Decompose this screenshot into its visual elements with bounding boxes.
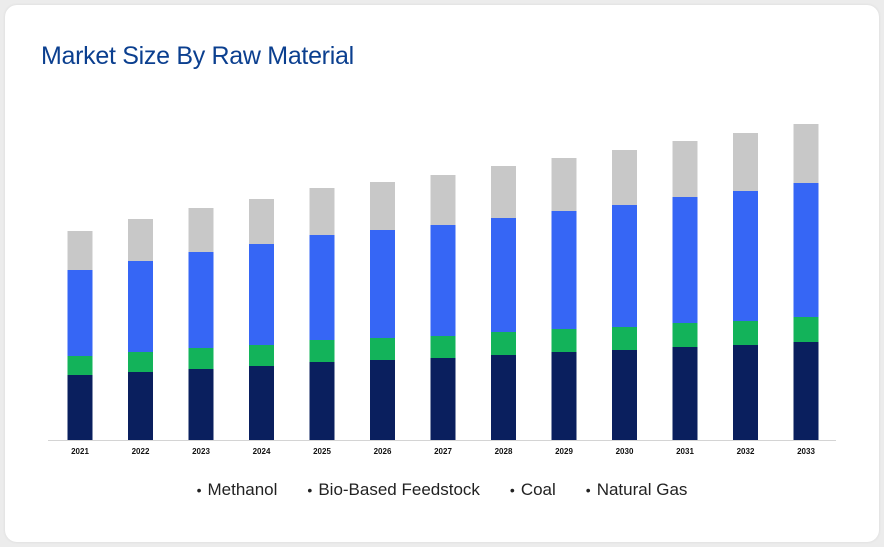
- bar-segment-methanol-2030: [612, 350, 637, 440]
- legend-label: Bio-Based Feedstock: [318, 480, 480, 499]
- x-tick-label: 2025: [313, 447, 331, 456]
- bar-segment-methanol-2032: [733, 345, 758, 440]
- x-tick-label: 2021: [71, 447, 89, 456]
- bar-segment-natural-gas-2026: [370, 182, 395, 230]
- bar-segment-coal-2033: [793, 183, 819, 317]
- x-tick-label: 2027: [434, 447, 452, 456]
- bar-segment-coal-2031: [672, 197, 698, 323]
- bar-segment-bio-based-feedstock-2024: [249, 345, 274, 366]
- bar-segment-coal-2030: [612, 205, 637, 327]
- bar-segment-bio-based-feedstock-2022: [128, 352, 153, 372]
- legend-item-bio-based-feedstock: • Bio-Based Feedstock: [307, 480, 480, 500]
- x-tick-label: 2031: [676, 447, 694, 456]
- bar-segment-bio-based-feedstock-2025: [309, 340, 335, 362]
- bar-segment-bio-based-feedstock-2033: [793, 317, 819, 342]
- bar-segment-bio-based-feedstock-2021: [67, 356, 93, 375]
- legend-item-methanol: • Methanol: [197, 480, 278, 500]
- bar-segment-natural-gas-2022: [128, 219, 153, 261]
- bar-segment-methanol-2029: [551, 352, 577, 440]
- bar-segment-natural-gas-2021: [67, 231, 93, 270]
- x-tick-label: 2024: [253, 447, 271, 456]
- bar-segment-coal-2026: [370, 230, 395, 338]
- legend-bullet-icon: •: [585, 482, 591, 498]
- bar-segment-coal-2028: [491, 218, 516, 332]
- bar-segment-coal-2024: [249, 244, 274, 345]
- bar-segment-natural-gas-2028: [491, 166, 516, 218]
- x-tick-label: 2032: [737, 447, 755, 456]
- bar-segment-bio-based-feedstock-2031: [672, 323, 698, 347]
- bar-segment-methanol-2033: [793, 342, 819, 440]
- legend-bullet-icon: •: [509, 482, 515, 498]
- bar-segment-methanol-2023: [188, 369, 214, 440]
- bar-segment-coal-2021: [67, 270, 93, 356]
- bar-segment-methanol-2031: [672, 347, 698, 440]
- chart-title: Market Size By Raw Material: [41, 42, 354, 70]
- bar-segment-methanol-2021: [67, 375, 93, 440]
- bar-segment-coal-2023: [188, 252, 214, 348]
- bar-segment-bio-based-feedstock-2030: [612, 327, 637, 350]
- bar-segment-coal-2032: [733, 191, 758, 321]
- legend-label: Natural Gas: [596, 480, 688, 499]
- bar-segment-coal-2027: [430, 225, 456, 336]
- bar-segment-bio-based-feedstock-2029: [551, 329, 577, 352]
- bar-segment-coal-2029: [551, 211, 577, 329]
- bar-segment-coal-2025: [309, 235, 335, 340]
- x-tick-label: 2028: [495, 447, 513, 456]
- bar-segment-natural-gas-2024: [249, 199, 274, 244]
- bar-segment-bio-based-feedstock-2023: [188, 348, 214, 369]
- bar-segment-natural-gas-2029: [551, 158, 577, 211]
- legend-label: Coal: [520, 480, 556, 499]
- x-tick-label: 2029: [555, 447, 573, 456]
- bar-segment-methanol-2028: [491, 355, 516, 440]
- bar-segment-methanol-2024: [249, 366, 274, 440]
- bar-segment-bio-based-feedstock-2032: [733, 321, 758, 345]
- x-tick-label: 2033: [797, 447, 815, 456]
- bar-segment-methanol-2026: [370, 360, 395, 440]
- x-tick-label: 2030: [616, 447, 634, 456]
- bar-segment-natural-gas-2031: [672, 141, 698, 197]
- bar-segment-natural-gas-2030: [612, 150, 637, 205]
- bar-segment-natural-gas-2033: [793, 124, 819, 183]
- bar-segment-coal-2022: [128, 261, 153, 352]
- bar-segment-natural-gas-2027: [430, 175, 456, 225]
- x-tick-label: 2023: [192, 447, 210, 456]
- legend-item-coal: • Coal: [510, 480, 556, 500]
- bar-segment-natural-gas-2023: [188, 208, 214, 252]
- legend-bullet-icon: •: [307, 482, 313, 498]
- legend-bullet-icon: •: [196, 482, 202, 498]
- bar-segment-bio-based-feedstock-2028: [491, 332, 516, 355]
- x-tick-label: 2026: [374, 447, 392, 456]
- chart-legend: • Methanol • Bio-Based Feedstock • Coal …: [0, 480, 884, 500]
- bar-segment-methanol-2027: [430, 358, 456, 440]
- bar-segment-natural-gas-2025: [309, 188, 335, 235]
- bar-segment-natural-gas-2032: [733, 133, 758, 191]
- bar-segment-bio-based-feedstock-2027: [430, 336, 456, 358]
- bar-segment-bio-based-feedstock-2026: [370, 338, 395, 360]
- legend-item-natural-gas: • Natural Gas: [586, 480, 688, 500]
- x-tick-label: 2022: [132, 447, 150, 456]
- bar-segment-methanol-2025: [309, 362, 335, 440]
- legend-label: Methanol: [207, 480, 278, 499]
- bar-segment-methanol-2022: [128, 372, 153, 440]
